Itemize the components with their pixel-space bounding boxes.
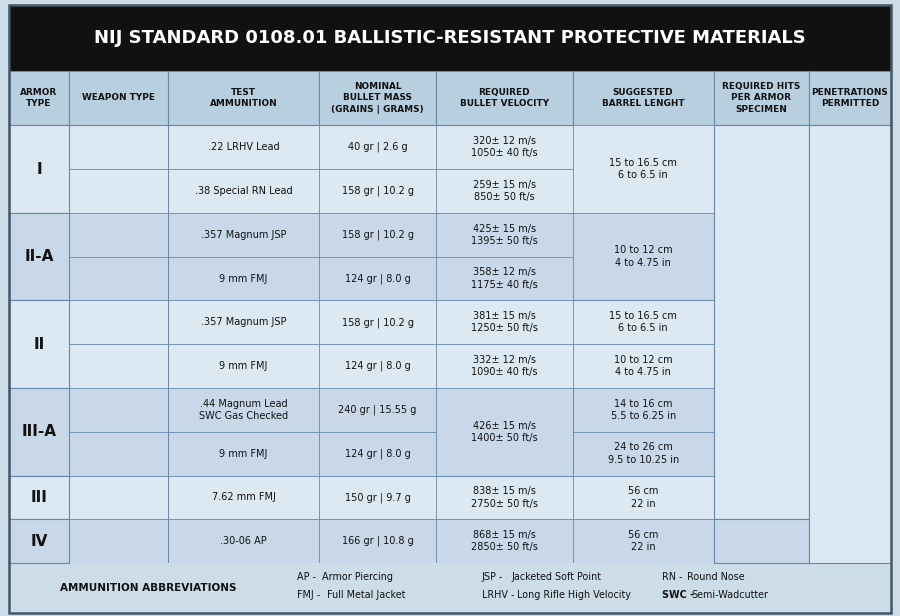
Text: 1: 1 [755, 532, 768, 550]
Text: II-A: II-A [24, 249, 54, 264]
Text: 9 mm FMJ: 9 mm FMJ [220, 361, 268, 371]
Text: .357 Magnum JSP: .357 Magnum JSP [201, 230, 286, 240]
Text: LRHV -: LRHV - [482, 591, 517, 601]
Text: III-A: III-A [22, 424, 57, 439]
Text: REQUIRED
BULLET VELOCITY: REQUIRED BULLET VELOCITY [460, 88, 549, 108]
Text: 56 cm
22 in: 56 cm 22 in [628, 486, 658, 509]
Text: II: II [33, 337, 45, 352]
Text: 332± 12 m/s
1090± 40 ft/s: 332± 12 m/s 1090± 40 ft/s [471, 355, 537, 377]
Text: Round Nose: Round Nose [687, 572, 744, 582]
Text: JSP -: JSP - [482, 572, 506, 582]
Text: 320± 12 m/s
1050± 40 ft/s: 320± 12 m/s 1050± 40 ft/s [471, 136, 537, 158]
Text: 10 to 12 cm
4 to 4.75 in: 10 to 12 cm 4 to 4.75 in [614, 355, 672, 377]
Text: ARMOR
TYPE: ARMOR TYPE [21, 88, 58, 108]
Text: .22 LRHV Lead: .22 LRHV Lead [208, 142, 279, 152]
Text: AMMUNITION ABBREVIATIONS: AMMUNITION ABBREVIATIONS [60, 583, 237, 593]
Text: IV: IV [31, 533, 48, 549]
Text: 15 to 16.5 cm
6 to 6.5 in: 15 to 16.5 cm 6 to 6.5 in [609, 311, 677, 333]
Text: 838± 15 m/s
2750± 50 ft/s: 838± 15 m/s 2750± 50 ft/s [471, 486, 537, 509]
Text: AP -: AP - [297, 572, 319, 582]
Text: 158 gr | 10.2 g: 158 gr | 10.2 g [342, 185, 414, 197]
Text: 124 gr | 8.0 g: 124 gr | 8.0 g [345, 274, 410, 284]
Text: 240 gr | 15.55 g: 240 gr | 15.55 g [338, 405, 417, 415]
Text: 259± 15 m/s
850± 50 ft/s: 259± 15 m/s 850± 50 ft/s [472, 180, 536, 202]
Text: NIJ STANDARD 0108.01 BALLISTIC-RESISTANT PROTECTIVE MATERIALS: NIJ STANDARD 0108.01 BALLISTIC-RESISTANT… [94, 29, 806, 47]
Text: 9 mm FMJ: 9 mm FMJ [220, 274, 268, 283]
Text: Full Metal Jacket: Full Metal Jacket [328, 591, 406, 601]
Text: 56 cm
22 in: 56 cm 22 in [628, 530, 658, 553]
Text: 7.62 mm FMJ: 7.62 mm FMJ [212, 492, 275, 503]
Text: 9 mm FMJ: 9 mm FMJ [220, 448, 268, 459]
Text: SUGGESTED
BARREL LENGHT: SUGGESTED BARREL LENGHT [602, 88, 685, 108]
Text: Long Rifle High Velocity: Long Rifle High Velocity [517, 591, 631, 601]
Text: 425± 15 m/s
1395± 50 ft/s: 425± 15 m/s 1395± 50 ft/s [471, 224, 537, 246]
Text: Jacketed Soft Point: Jacketed Soft Point [512, 572, 602, 582]
Text: 868± 15 m/s
2850± 50 ft/s: 868± 15 m/s 2850± 50 ft/s [471, 530, 537, 553]
Text: 15 to 16.5 cm
6 to 6.5 in: 15 to 16.5 cm 6 to 6.5 in [609, 158, 677, 180]
Text: NOMINAL
BULLET MASS
(GRAINS | GRAMS): NOMINAL BULLET MASS (GRAINS | GRAMS) [331, 83, 424, 113]
Text: 158 gr | 10.2 g: 158 gr | 10.2 g [342, 230, 414, 240]
Text: 150 gr | 9.7 g: 150 gr | 9.7 g [345, 492, 410, 503]
Text: WEAPON TYPE: WEAPON TYPE [82, 94, 155, 102]
Text: TEST
AMMUNITION: TEST AMMUNITION [210, 88, 277, 108]
Text: 24 to 26 cm
9.5 to 10.25 in: 24 to 26 cm 9.5 to 10.25 in [608, 442, 679, 465]
Text: .30-06 AP: .30-06 AP [220, 536, 267, 546]
Text: III: III [31, 490, 48, 505]
Text: 166 gr | 10.8 g: 166 gr | 10.8 g [342, 536, 414, 546]
Text: 381± 15 m/s
1250± 50 ft/s: 381± 15 m/s 1250± 50 ft/s [471, 311, 537, 333]
Text: I: I [36, 161, 41, 177]
Text: 158 gr | 10.2 g: 158 gr | 10.2 g [342, 317, 414, 328]
Text: RN -: RN - [662, 572, 685, 582]
Text: 124 gr | 8.0 g: 124 gr | 8.0 g [345, 448, 410, 459]
Text: .44 Magnum Lead
SWC Gas Checked: .44 Magnum Lead SWC Gas Checked [199, 399, 288, 421]
Text: .38 Special RN Lead: .38 Special RN Lead [194, 186, 292, 196]
Text: Armor Piercing: Armor Piercing [322, 572, 393, 582]
Text: 40 gr | 2.6 g: 40 gr | 2.6 g [348, 142, 408, 152]
Text: 0: 0 [843, 335, 856, 353]
Text: 124 gr | 8.0 g: 124 gr | 8.0 g [345, 361, 410, 371]
Text: Semi-Wadcutter: Semi-Wadcutter [692, 591, 769, 601]
Text: 10 to 12 cm
4 to 4.75 in: 10 to 12 cm 4 to 4.75 in [614, 245, 672, 268]
Text: 426± 15 m/s
1400± 50 ft/s: 426± 15 m/s 1400± 50 ft/s [471, 421, 537, 443]
Text: 358± 12 m/s
1175± 40 ft/s: 358± 12 m/s 1175± 40 ft/s [471, 267, 537, 290]
Text: FMJ -: FMJ - [297, 591, 323, 601]
Text: .357 Magnum JSP: .357 Magnum JSP [201, 317, 286, 327]
Text: REQUIRED HITS
PER ARMOR
SPECIMEN: REQUIRED HITS PER ARMOR SPECIMEN [722, 83, 800, 113]
Text: 14 to 16 cm
5.5 to 6.25 in: 14 to 16 cm 5.5 to 6.25 in [610, 399, 676, 421]
Text: SWC -: SWC - [662, 591, 697, 601]
Text: PENETRATIONS
PERMITTED: PENETRATIONS PERMITTED [812, 88, 888, 108]
Text: 5: 5 [755, 314, 768, 331]
